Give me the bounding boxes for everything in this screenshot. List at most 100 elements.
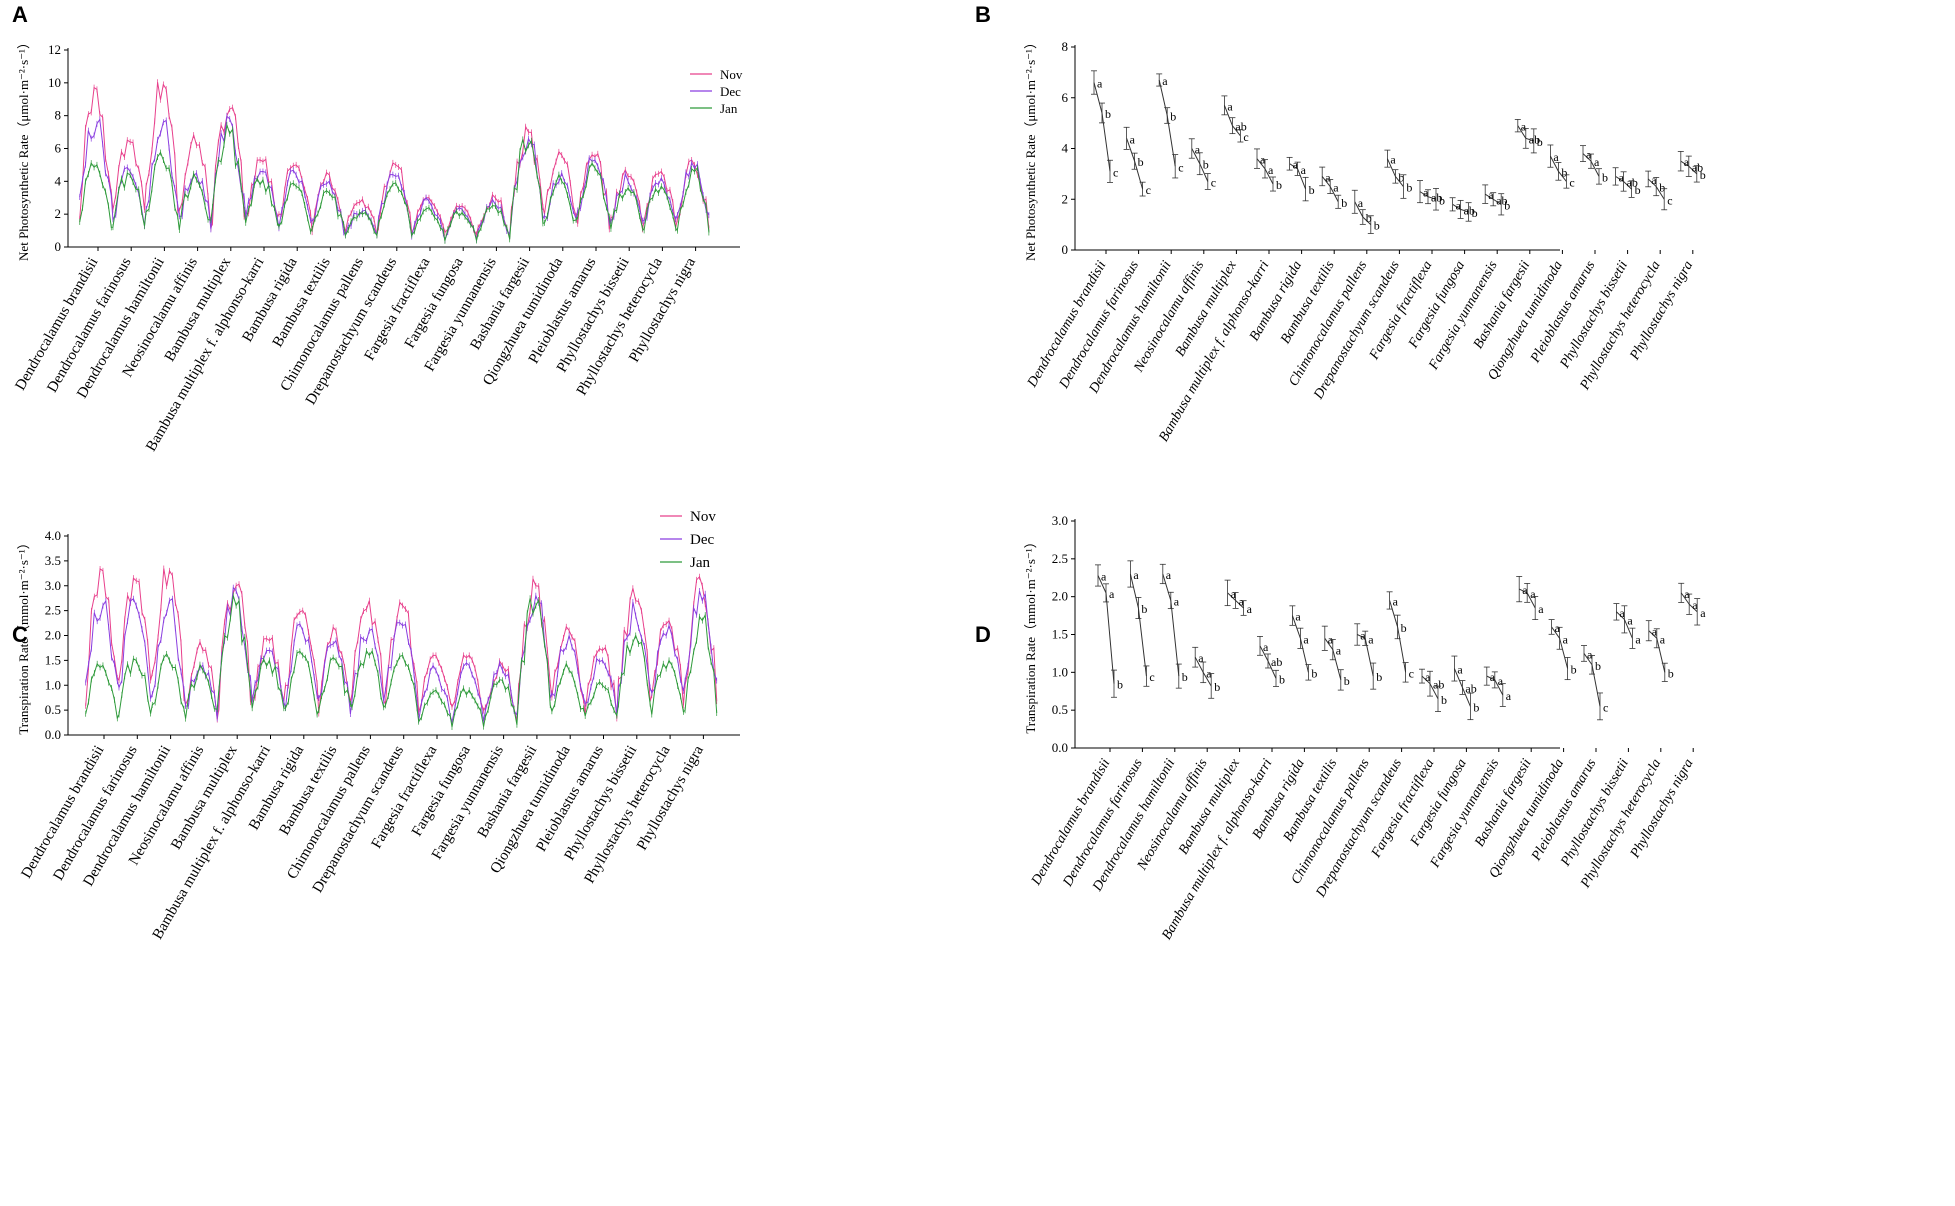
panel-c: C 0.0 0.5 1.0 1.5 2.0 2.5 3.0 3.5 4.0 Transpiratio… <box>12 509 740 942</box>
significance-letter: a <box>1553 150 1559 164</box>
y-tick-label: 0.5 <box>1052 702 1068 717</box>
significance-letter: b <box>1170 110 1176 124</box>
significance-letter: a <box>1594 155 1600 169</box>
y-tick-label: 8 <box>1062 39 1069 54</box>
y-tick-label: 0.0 <box>45 727 61 742</box>
significance-letter: b <box>1341 196 1347 210</box>
y-tick-label: 2.0 <box>45 628 61 643</box>
y-axis-label: Transpiration Rate（mmol·m⁻²·s⁻¹） <box>1023 535 1038 733</box>
significance-letter: c <box>1569 175 1574 189</box>
panel-d: D 0.0 0.5 1.0 1.5 2.0 2.5 3.0 Transpiration Rate… <box>975 513 1706 942</box>
significance-letter: a <box>1619 606 1625 620</box>
panel-letter: A <box>12 2 28 27</box>
series-line-dec <box>79 115 710 242</box>
legend-label: Jan <box>690 555 710 571</box>
significance-letter: a <box>1627 613 1633 627</box>
significance-letter: b <box>1537 135 1543 149</box>
significance-letter: a <box>1227 99 1233 113</box>
significance-letter: a <box>1239 594 1245 608</box>
significance-letter: a <box>1425 670 1431 684</box>
significance-letter: a <box>1563 632 1569 646</box>
significance-letter: a <box>1133 568 1139 582</box>
legend-label: Dec <box>720 84 741 99</box>
significance-letter: b <box>1376 670 1382 684</box>
y-tick-label: 1.0 <box>1052 664 1068 679</box>
y-tick-label: 6 <box>55 141 62 156</box>
significance-letter: b <box>1595 659 1601 673</box>
y-tick-label: 1.5 <box>45 652 61 667</box>
significance-letter: ab <box>1433 678 1444 692</box>
series-line-jan <box>79 124 710 242</box>
significance-letter: a <box>1498 674 1504 688</box>
significance-letter: b <box>1374 219 1380 233</box>
significance-letter: b <box>1276 178 1282 192</box>
significance-letter: ab <box>1465 681 1476 695</box>
significance-letter: a <box>1303 632 1309 646</box>
y-tick-label: 4 <box>1062 141 1069 156</box>
significance-letter: ab <box>1235 120 1246 134</box>
significance-letter: ab <box>1627 175 1638 189</box>
significance-letter: a <box>1490 670 1496 684</box>
significance-letter: a <box>1231 587 1237 601</box>
significance-letter: a <box>1684 155 1690 169</box>
y-tick-label: 3.0 <box>1052 513 1068 528</box>
significance-letter: a <box>1587 647 1593 661</box>
significance-letter: a <box>1538 602 1544 616</box>
significance-letter: ab <box>1431 191 1442 205</box>
y-tick-label: 0.0 <box>1052 740 1068 755</box>
legend-label: Dec <box>690 532 714 548</box>
significance-letter: ab <box>1496 193 1507 207</box>
significance-letter: a <box>1268 163 1274 177</box>
y-tick-label: 2 <box>1062 191 1069 206</box>
significance-letter: b <box>1439 193 1445 207</box>
panel-letter: D <box>975 622 991 647</box>
y-tick-label: 10 <box>48 75 61 90</box>
significance-letter: a <box>1555 621 1561 635</box>
significance-letter: a <box>1368 632 1374 646</box>
significance-letter: c <box>1667 193 1672 207</box>
panel-b: B 0 2 4 6 8 Net Photosynthetic Rate（μmol·m⁻²·s… <box>975 2 1706 444</box>
y-tick-label: 2 <box>55 206 62 221</box>
significance-letter: c <box>1409 666 1414 680</box>
significance-letter: b <box>1602 170 1608 184</box>
y-tick-label: 12 <box>48 42 61 57</box>
significance-letter: b <box>1504 198 1510 212</box>
significance-letter: a <box>1198 651 1204 665</box>
significance-letter: a <box>1488 188 1494 202</box>
series-line-dec <box>85 586 718 723</box>
panel-letter: C <box>12 622 28 647</box>
significance-letter: a <box>1293 158 1299 172</box>
y-tick-label: 2.5 <box>45 603 61 618</box>
significance-letter: b <box>1441 693 1447 707</box>
mean-line <box>1093 82 1111 172</box>
significance-letter: b <box>1659 181 1665 195</box>
significance-letter: a <box>1619 170 1625 184</box>
significance-letter: a <box>1109 587 1115 601</box>
significance-letter: a <box>1651 173 1657 187</box>
significance-letter: c <box>1149 670 1154 684</box>
significance-letter: a <box>1360 629 1366 643</box>
series-line-nov <box>79 82 710 238</box>
significance-letter: a <box>1333 181 1339 195</box>
significance-letter: a <box>1301 163 1307 177</box>
significance-letter: a <box>1166 568 1172 582</box>
significance-letter: ab <box>1529 132 1540 146</box>
significance-letter: b <box>1668 666 1674 680</box>
significance-letter: ab <box>1464 203 1475 217</box>
y-axis-label: Net Photosynthetic Rate（μmol·m⁻²·s⁻¹） <box>16 36 31 261</box>
significance-letter: a <box>1162 74 1168 88</box>
significance-letter: a <box>1522 583 1528 597</box>
significance-letter: b <box>1473 700 1479 714</box>
significance-letter: a <box>1506 689 1512 703</box>
significance-letter: a <box>1097 77 1103 91</box>
significance-letter: b <box>1182 670 1188 684</box>
mean-line <box>1129 573 1147 677</box>
significance-letter: a <box>1390 153 1396 167</box>
series-line-jan <box>85 595 718 728</box>
significance-letter: a <box>1130 132 1136 146</box>
significance-letter: c <box>1178 160 1183 174</box>
significance-letter: b <box>1700 168 1706 182</box>
significance-letter: ab <box>1271 655 1282 669</box>
y-tick-label: 1.5 <box>1052 627 1068 642</box>
